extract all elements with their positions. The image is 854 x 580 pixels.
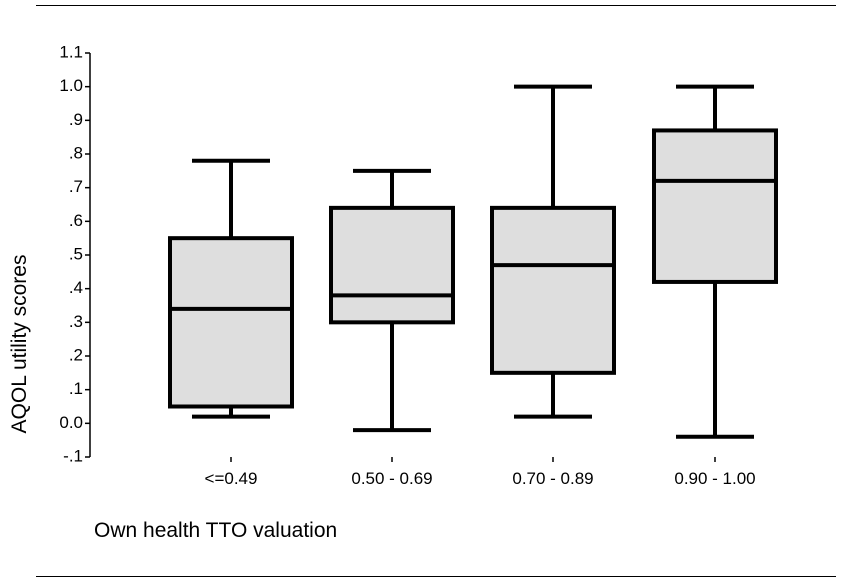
y-tick-label: .4 <box>69 278 83 297</box>
box-series <box>168 84 778 439</box>
iqr-box <box>329 205 455 325</box>
iqr-box <box>168 236 294 409</box>
y-tick-label: .7 <box>69 177 83 196</box>
y-tick-label: 1.0 <box>59 76 83 95</box>
x-tick-label: 0.50 - 0.69 <box>351 469 432 488</box>
box-group <box>490 84 616 419</box>
y-tick-label: .5 <box>69 244 83 263</box>
box-group <box>168 158 294 419</box>
x-tick-label: <=0.49 <box>205 469 258 488</box>
y-tick-label: .1 <box>69 379 83 398</box>
x-tick-label: 0.90 - 1.00 <box>674 469 755 488</box>
iqr-box <box>490 205 616 375</box>
y-tick-label: .3 <box>69 312 83 331</box>
top-rule <box>36 5 836 6</box>
x-axis-title: Own health TTO valuation <box>94 519 337 542</box>
box-group <box>652 84 778 439</box>
box-group <box>329 168 455 433</box>
y-tick-label: .6 <box>69 211 83 230</box>
y-axis-ticks: -.1 0.0 .1 .2 .3 .4 .5 .6 .7 .8 .9 1.0 1.1 <box>59 42 90 465</box>
y-tick-label: .2 <box>69 345 83 364</box>
y-tick-label: 1.1 <box>59 42 83 61</box>
y-axis-title: AQOL utility scores <box>8 255 31 434</box>
x-axis-ticks: <=0.49 0.50 - 0.69 0.70 - 0.89 0.90 - 1.00 <box>205 457 756 488</box>
x-tick-label: 0.70 - 0.89 <box>512 469 593 488</box>
bottom-rule <box>36 576 836 577</box>
y-tick-label: .8 <box>69 143 83 162</box>
y-tick-label: .9 <box>69 110 83 129</box>
y-tick-label: -.1 <box>63 446 83 465</box>
iqr-box <box>652 128 778 284</box>
y-tick-label: 0.0 <box>59 413 83 432</box>
